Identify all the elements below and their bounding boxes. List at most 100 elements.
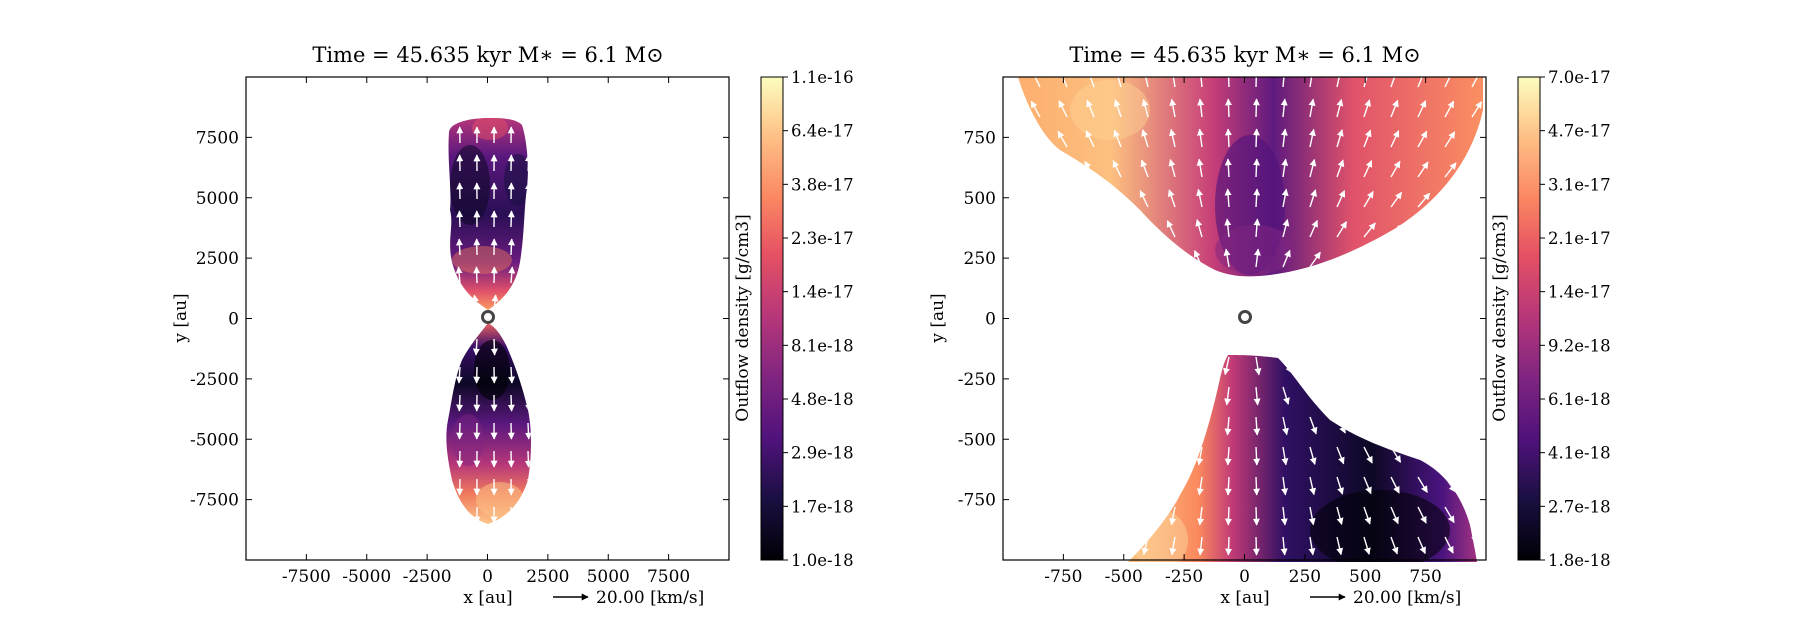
velocity-arrow: [1417, 192, 1431, 208]
velocity-arrow: [1166, 220, 1176, 238]
velocity-arrow: [425, 507, 426, 523]
colorbar-right-ticks: 7.0e-17 4.7e-17 3.1e-17 2.1e-17 1.4e-17 9.2e-…: [1540, 68, 1611, 570]
velocity-arrow: [647, 269, 655, 283]
velocity-arrow: [613, 451, 615, 467]
velocity-arrow: [1225, 536, 1233, 556]
velocity-arrow: [715, 99, 717, 115]
velocity-arrow: [545, 183, 546, 199]
velocity-arrow: [1115, 507, 1121, 524]
x-tick-label: -500: [1105, 567, 1143, 587]
velocity-arrow: [269, 423, 273, 439]
velocity-arrow: [1252, 98, 1260, 118]
velocity-arrow: [348, 339, 358, 352]
velocity-arrow: [579, 507, 580, 523]
velocity-arrow: [295, 339, 307, 350]
x-tick-label: -7500: [282, 567, 331, 587]
velocity-arrow: [715, 535, 717, 551]
velocity-arrow: [562, 423, 563, 439]
velocity-arrow: [1224, 218, 1232, 238]
velocity-arrow: [1444, 536, 1454, 554]
velocity-arrow: [1309, 416, 1318, 435]
velocity-arrow: [339, 183, 341, 199]
velocity-arrow: [1282, 77, 1286, 88]
velocity-arrow: [1168, 158, 1176, 178]
velocity-arrow: [374, 127, 375, 143]
velocity-arrow: [715, 367, 723, 381]
velocity-arrow: [320, 395, 324, 410]
x-tick-label: 7500: [647, 567, 690, 587]
velocity-arrow: [1192, 356, 1203, 373]
velocity-arrow: [664, 183, 667, 199]
velocity-arrow: [253, 479, 256, 495]
velocity-arrow: [1004, 71, 1013, 87]
velocity-arrow: [562, 239, 564, 255]
velocity-arrow: [681, 367, 688, 381]
velocity-arrow: [340, 99, 341, 115]
velocity-arrow: [664, 479, 666, 495]
velocity-arrow: [1444, 100, 1455, 118]
velocity-arrow: [681, 240, 686, 255]
velocity-arrow: [1139, 190, 1149, 208]
velocity-arrow: [1281, 446, 1289, 466]
velocity-arrow: [1031, 77, 1041, 88]
velocity-arrow: [1054, 417, 1067, 430]
velocity-arrow: [339, 127, 341, 143]
velocity-arrow: [664, 339, 675, 350]
velocity-arrow: [1078, 357, 1094, 365]
velocity-arrow: [321, 211, 324, 227]
velocity-arrow: [372, 395, 375, 411]
y-tick-label: 250: [964, 249, 996, 269]
colorbar-tick-label: 2.3e-17: [791, 229, 854, 248]
velocity-arrow: [715, 507, 717, 523]
velocity-arrow: [613, 479, 614, 495]
velocity-arrow: [374, 535, 375, 551]
velocity-arrow: [304, 423, 307, 439]
velocity-arrow: [715, 240, 721, 255]
panel-right-title: Time = 45.635 kyr M∗ = 6.1 M⊙: [1069, 43, 1420, 67]
velocity-arrow: [579, 127, 580, 143]
velocity-arrow: [681, 306, 696, 311]
velocity-arrow: [391, 507, 392, 523]
velocity-arrow: [1281, 158, 1289, 178]
velocity-arrow: [1363, 536, 1371, 555]
velocity-arrow: [1444, 386, 1461, 398]
velocity-arrow: [681, 451, 684, 467]
velocity-arrow: [630, 507, 631, 523]
velocity-arrow: [1032, 537, 1040, 553]
velocity-arrow: [613, 535, 614, 551]
velocity-arrow: [1471, 101, 1483, 118]
velocity-arrow: [1363, 446, 1373, 464]
velocity-arrow: [1417, 356, 1436, 365]
velocity-arrow: [664, 306, 679, 311]
velocity-arrow: [354, 239, 358, 255]
velocity-arrow: [681, 71, 683, 87]
velocity-arrow: [288, 71, 290, 87]
velocity-arrow: [1050, 257, 1068, 268]
velocity-arrow: [1253, 218, 1261, 238]
velocity-arrow: [647, 451, 649, 467]
velocity-arrow: [1445, 294, 1463, 297]
velocity-arrow: [253, 451, 256, 467]
velocity-arrow: [715, 395, 720, 410]
velocity-arrow: [613, 395, 616, 411]
velocity-arrow: [357, 507, 358, 523]
velocity-arrow: [562, 155, 563, 171]
velocity-arrow: [698, 155, 701, 171]
velocity-arrow: [321, 423, 324, 439]
velocity-arrow: [630, 535, 631, 551]
velocity-arrow: [1023, 357, 1040, 363]
velocity-arrow: [647, 127, 649, 143]
velocity-arrow: [681, 479, 683, 495]
colorbar-tick-label: 8.1e-18: [791, 336, 854, 355]
velocity-arrow: [596, 155, 597, 171]
velocity-arrow: [396, 301, 409, 311]
velocity-arrow: [1031, 507, 1040, 522]
velocity-arrow: [579, 268, 584, 283]
velocity-arrow: [323, 535, 324, 551]
velocity-arrow: [596, 268, 602, 283]
velocity-arrow: [406, 367, 409, 383]
velocity-arrow: [326, 305, 341, 311]
velocity-arrow: [681, 395, 686, 410]
velocity-arrow: [1028, 162, 1041, 178]
velocity-arrow: [415, 300, 426, 311]
